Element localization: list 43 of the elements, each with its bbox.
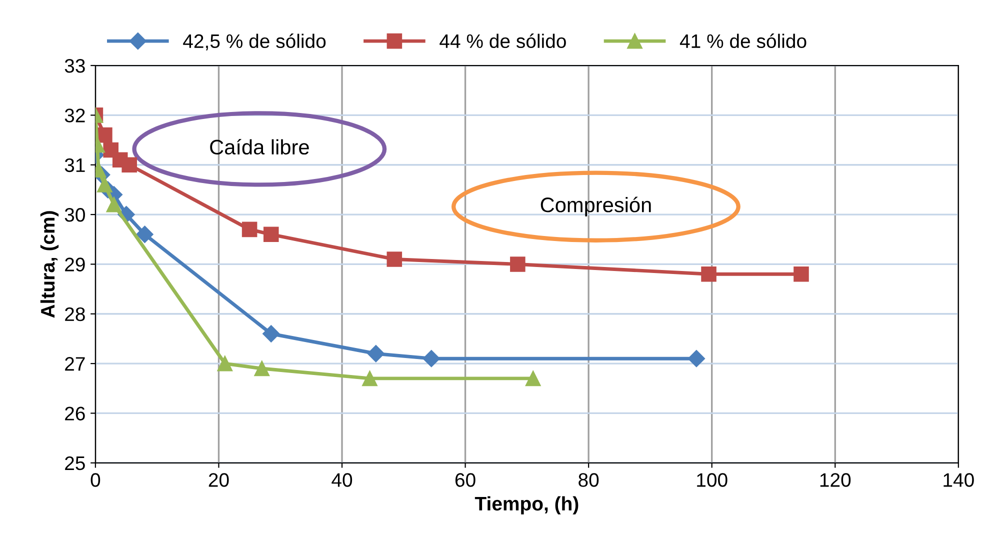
legend-label: 42,5 % de sólido (183, 34, 326, 50)
point (701, 266, 716, 282)
x-tick-label: 20 (208, 473, 229, 487)
y-tick-label: 30 (64, 208, 85, 222)
point (254, 360, 270, 376)
point (362, 370, 378, 386)
x-tick-label: 40 (332, 473, 352, 487)
x-tick-label: 140 (944, 473, 974, 487)
y-axis-title: Altura, (cm) (40, 211, 59, 318)
point (263, 226, 279, 242)
y-tick-label: 26 (65, 406, 85, 420)
point (510, 256, 526, 272)
y-tick-label: 32 (64, 108, 85, 122)
x-tick-label: 120 (820, 473, 851, 487)
point (122, 157, 137, 172)
x-tick-label: 100 (697, 473, 728, 487)
point (262, 325, 280, 342)
x-axis-title: Tiempo, (h) (474, 496, 578, 514)
y-tick-label: 31 (64, 158, 85, 172)
point (242, 222, 258, 238)
y-tick-label: 33 (64, 58, 85, 73)
x-tick-label: 60 (455, 473, 476, 487)
point (97, 127, 112, 143)
point (525, 370, 541, 386)
annotation: Compresión (540, 196, 651, 216)
point (367, 345, 384, 362)
point (422, 350, 440, 368)
point (688, 350, 705, 368)
y-tick-label: 25 (65, 456, 85, 470)
legend-label: 41 % de sólido (680, 34, 806, 48)
y-tick-label: 29 (65, 258, 85, 272)
y-tick-label: 27 (65, 357, 85, 371)
point (794, 266, 809, 282)
point (97, 177, 112, 192)
legend-label: 44 % de sólido (440, 34, 566, 48)
x-tick-label: 0 (90, 473, 100, 487)
point (106, 196, 122, 212)
point (217, 356, 233, 372)
annotation: Caída libre (210, 139, 309, 155)
point (136, 226, 154, 243)
y-tick-label: 28 (65, 307, 85, 322)
point (386, 252, 402, 267)
x-tick-label: 80 (578, 473, 599, 487)
